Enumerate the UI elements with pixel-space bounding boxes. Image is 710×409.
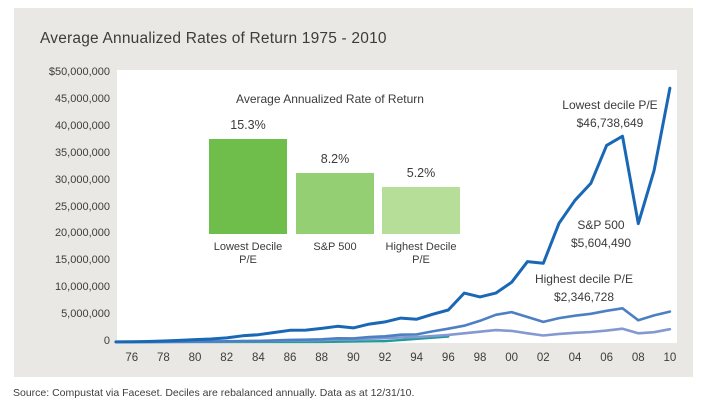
x-tick-label: 98 [473,352,487,364]
x-tick-label: 96 [441,352,455,364]
y-tick-label: 0 [103,335,110,347]
x-tick-label: 86 [283,352,297,364]
y-tick-label: 10,000,000 [54,281,110,294]
y-tick-label: $50,000,000 [48,66,110,78]
x-tick-label: 88 [315,352,329,364]
y-tick-label: 45,000,000 [54,92,110,105]
x-tick-label: 02 [536,352,550,364]
x-tick-label: 92 [378,352,392,364]
y-tick-label: 35,000,000 [54,146,110,159]
x-tick-label: 00 [505,352,519,364]
annotation-lowest-decile-value: $46,738,649 [576,116,644,130]
y-tick-label: 40,000,000 [54,119,110,132]
annotation-lowest-decile-name: Lowest decile P/E [562,98,658,112]
bar-value-label: 15.3% [230,118,266,132]
x-tick-label: 80 [188,352,202,364]
series-line-s-p-500 [114,307,672,344]
annotation-sp500: S&P 500 $5,604,490 [516,216,686,252]
bar-category-label: P/E [239,254,257,266]
y-tick-label: 15,000,000 [54,254,110,267]
x-tick-label: 10 [663,352,677,364]
inset-bar-highest-decile-p-e [382,187,460,234]
annotation-highest-decile-name: Highest decile P/E [534,272,634,286]
line-chart-canvas [114,86,672,344]
y-tick-label: 30,000,000 [54,173,110,186]
bar-category-label: Lowest Decile [213,241,283,253]
inset-bar-s-p-500 [296,173,374,234]
chart-panel: Average Annualized Rates of Return 1975 … [14,8,693,377]
x-tick-label: 82 [220,352,234,364]
x-tick-label: 78 [156,352,170,364]
y-tick-label: 25,000,000 [54,200,110,213]
y-tick-label: 20,000,000 [54,227,110,240]
x-tick-label: 84 [251,352,265,364]
x-tick-label: 04 [568,352,582,364]
bar-category-label: P/E [412,254,430,266]
source-note: Source: Compustat via Faceset. Deciles a… [13,387,415,399]
x-tick-label: 76 [125,352,139,364]
page-title: Average Annualized Rates of Return 1975 … [40,30,387,47]
bar-value-label: 5.2% [406,166,436,180]
annotation-sp500-name: S&P 500 [577,218,625,232]
x-tick-label: 08 [631,352,645,364]
y-tick-label: 5,000,000 [61,308,110,321]
bar-category-label: S&P 500 [313,241,357,253]
x-tick-label: 94 [410,352,424,364]
series-line-lowest-decile-p-e [114,86,672,344]
annotation-highest-decile-value: $2,346,728 [553,290,615,304]
inset-chart-title: Average Annualized Rate of Return [236,92,424,106]
annotation-highest-decile: Highest decile P/E $2,346,728 [499,270,669,306]
bar-category-label: Highest Decile [385,241,457,253]
bar-value-label: 8.2% [320,152,350,166]
annotation-lowest-decile: Lowest decile P/E $46,738,649 [525,96,695,132]
inset-bar-lowest-decile-p-e [209,139,287,234]
x-tick-label: 90 [346,352,360,364]
x-tick-label: 06 [600,352,614,364]
annotation-sp500-value: $5,604,490 [570,236,632,250]
